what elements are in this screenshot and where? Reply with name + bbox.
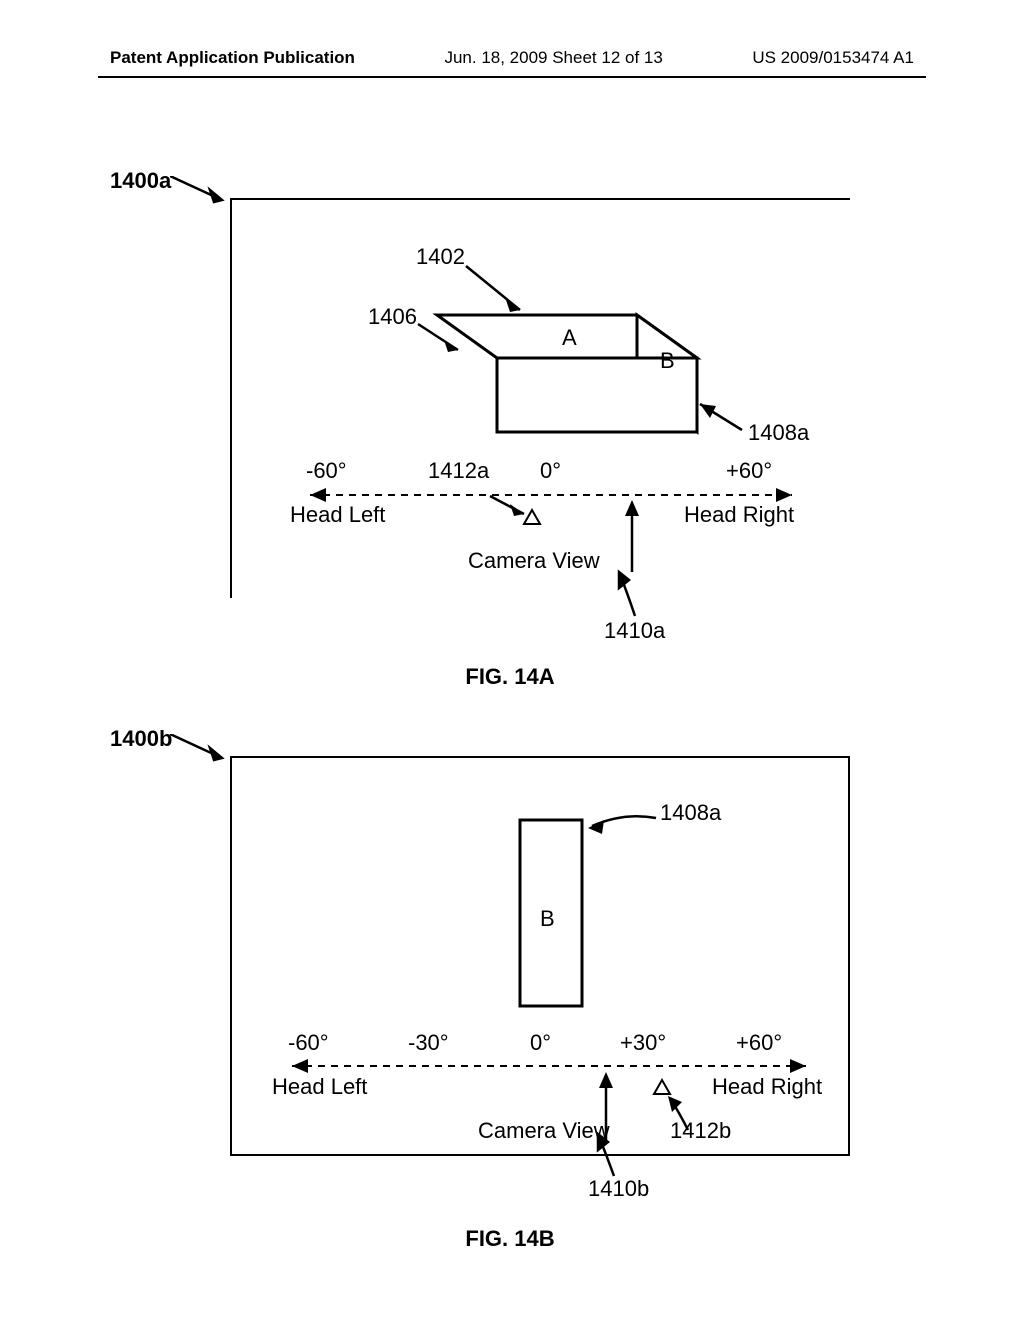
- svg-text:B: B: [540, 906, 555, 931]
- tick-b-m60: -60°: [288, 1030, 329, 1056]
- tick-a-m60: -60°: [306, 458, 347, 484]
- figure-14a: 1400a A B: [110, 168, 910, 688]
- caption-14a: FIG. 14A: [110, 664, 910, 690]
- caption-14b: FIG. 14B: [110, 1226, 910, 1252]
- panel-a: A B -60° 0: [230, 198, 850, 598]
- face-a-letter: A: [562, 325, 577, 350]
- tick-b-p60: +60°: [736, 1030, 782, 1056]
- ref-1408a-b: 1408a: [660, 800, 721, 826]
- header-center: Jun. 18, 2009 Sheet 12 of 13: [444, 48, 662, 68]
- ref-1402: 1402: [416, 244, 465, 270]
- header-rule: [98, 76, 926, 78]
- figure-14b: 1400b B 1408a -60°: [110, 726, 910, 1266]
- page-header: Patent Application Publication Jun. 18, …: [0, 48, 1024, 68]
- ref-1412b: 1412b: [670, 1118, 731, 1144]
- tick-b-0: 0°: [530, 1030, 551, 1056]
- ref-1408a-a: 1408a: [748, 420, 809, 446]
- face-b-letter: B: [660, 348, 675, 373]
- box-3d-a-clean: A B: [232, 200, 852, 600]
- head-left-a: Head Left: [290, 502, 385, 528]
- lead-1410b: [596, 1130, 636, 1180]
- head-left-b: Head Left: [272, 1074, 367, 1100]
- tick-a-p60: +60°: [726, 458, 772, 484]
- tick-b-p30: +30°: [620, 1030, 666, 1056]
- head-right-a: Head Right: [684, 502, 794, 528]
- tick-a-0: 0°: [540, 458, 561, 484]
- panel-b: B 1408a -60° -30° 0° +30° +60° Head Left: [230, 756, 850, 1156]
- ref-1400b: 1400b: [110, 726, 172, 752]
- tick-b-m30: -30°: [408, 1030, 449, 1056]
- header-left: Patent Application Publication: [110, 48, 355, 68]
- camera-view-a: Camera View: [468, 548, 600, 574]
- ref-1412a: 1412a: [428, 458, 489, 484]
- ref-1406: 1406: [368, 304, 417, 330]
- ref-1400a: 1400a: [110, 168, 171, 194]
- head-right-b: Head Right: [712, 1074, 822, 1100]
- lead-1410a: [615, 568, 655, 622]
- header-right: US 2009/0153474 A1: [752, 48, 914, 68]
- camera-view-b: Camera View: [478, 1118, 610, 1144]
